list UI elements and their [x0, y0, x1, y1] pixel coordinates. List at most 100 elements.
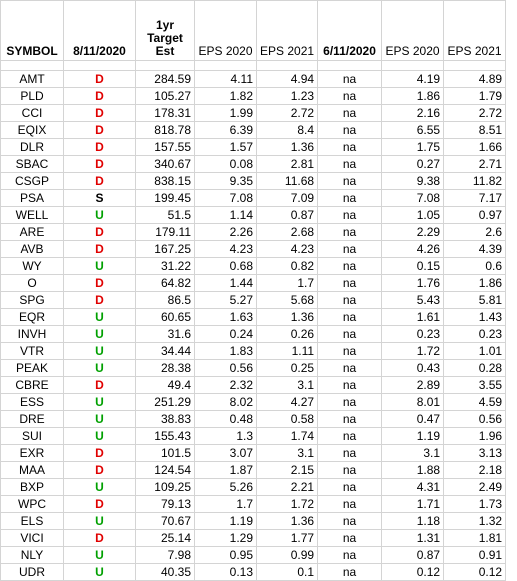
eps-2021-prior-cell[interactable]: 0.97 — [443, 206, 507, 224]
eps-2020-cell[interactable]: 1.19 — [194, 512, 257, 530]
symbol-cell[interactable]: VTR — [0, 342, 64, 360]
symbol-cell[interactable]: WY — [0, 257, 64, 275]
eps-2020-cell[interactable]: 4.23 — [194, 240, 257, 258]
status-cell[interactable]: na — [317, 495, 383, 513]
eps-2021-prior-cell[interactable]: 0.56 — [443, 410, 507, 428]
status-cell[interactable]: na — [317, 308, 383, 326]
empty-cell[interactable] — [443, 60, 507, 71]
eps-2021-prior-cell[interactable]: 1.96 — [443, 427, 507, 445]
eps-2020-prior-cell[interactable]: 1.88 — [381, 461, 445, 479]
target-cell[interactable]: 28.38 — [135, 359, 195, 377]
signal-cell[interactable]: U — [63, 325, 136, 343]
eps-2021-prior-cell[interactable]: 1.43 — [443, 308, 507, 326]
target-cell[interactable]: 178.31 — [135, 104, 195, 122]
target-cell[interactable]: 34.44 — [135, 342, 195, 360]
target-cell[interactable]: 155.43 — [135, 427, 195, 445]
status-cell[interactable]: na — [317, 87, 383, 105]
status-cell[interactable]: na — [317, 529, 383, 547]
target-cell[interactable]: 251.29 — [135, 393, 195, 411]
eps-2020-cell[interactable]: 1.57 — [194, 138, 257, 156]
symbol-cell[interactable]: MAA — [0, 461, 64, 479]
eps-2020-cell[interactable]: 0.08 — [194, 155, 257, 173]
signal-cell[interactable]: D — [63, 121, 136, 139]
eps-2021-prior-cell[interactable]: 5.81 — [443, 291, 507, 309]
eps-2021-prior-cell[interactable]: 0.23 — [443, 325, 507, 343]
eps-2020-cell[interactable]: 5.27 — [194, 291, 257, 309]
status-cell[interactable]: na — [317, 223, 383, 241]
status-cell[interactable]: na — [317, 563, 383, 581]
symbol-cell[interactable]: PLD — [0, 87, 64, 105]
eps-2021-cell[interactable]: 5.68 — [255, 291, 319, 309]
signal-cell[interactable]: D — [63, 138, 136, 156]
eps-2021-cell[interactable]: 1.36 — [255, 512, 319, 530]
eps-2020-cell[interactable]: 1.44 — [194, 274, 257, 292]
eps-2020-cell[interactable]: 2.26 — [194, 223, 257, 241]
status-cell[interactable]: na — [317, 257, 383, 275]
eps-2020-prior-cell[interactable]: 8.01 — [381, 393, 445, 411]
target-cell[interactable]: 101.5 — [135, 444, 195, 462]
symbol-cell[interactable]: WPC — [0, 495, 64, 513]
eps-2020-cell[interactable]: 1.99 — [194, 104, 257, 122]
eps-2021-prior-cell[interactable]: 1.81 — [443, 529, 507, 547]
eps-2020-cell[interactable]: 5.26 — [194, 478, 257, 496]
eps-2021-prior-cell[interactable]: 0.91 — [443, 546, 507, 564]
eps-2021-cell[interactable]: 0.25 — [255, 359, 319, 377]
status-cell[interactable]: na — [317, 427, 383, 445]
symbol-cell[interactable]: NLY — [0, 546, 64, 564]
eps-2020-prior-cell[interactable]: 5.43 — [381, 291, 445, 309]
eps-2020-cell[interactable]: 1.29 — [194, 529, 257, 547]
eps-2021-cell[interactable]: 1.72 — [255, 495, 319, 513]
signal-cell[interactable]: U — [63, 478, 136, 496]
status-cell[interactable]: na — [317, 138, 383, 156]
eps-2020-prior-cell[interactable]: 6.55 — [381, 121, 445, 139]
status-cell[interactable]: na — [317, 478, 383, 496]
target-cell[interactable]: 7.98 — [135, 546, 195, 564]
target-cell[interactable]: 157.55 — [135, 138, 195, 156]
eps-2020-prior-cell[interactable]: 1.76 — [381, 274, 445, 292]
eps-2021-prior-cell[interactable]: 1.86 — [443, 274, 507, 292]
eps-2021-prior-cell[interactable]: 8.51 — [443, 121, 507, 139]
status-cell[interactable]: na — [317, 376, 383, 394]
eps-2020-prior-cell[interactable]: 0.43 — [381, 359, 445, 377]
signal-cell[interactable]: U — [63, 563, 136, 581]
symbol-cell[interactable]: EXR — [0, 444, 64, 462]
eps-2020-cell[interactable]: 3.07 — [194, 444, 257, 462]
header-eps-2020-current[interactable]: EPS 2020 — [194, 0, 257, 61]
header-date-6-11-2020[interactable]: 6/11/2020 — [317, 0, 383, 61]
signal-cell[interactable]: U — [63, 512, 136, 530]
status-cell[interactable]: na — [317, 291, 383, 309]
eps-2020-cell[interactable]: 6.39 — [194, 121, 257, 139]
header-eps-2021-current[interactable]: EPS 2021 — [255, 0, 319, 61]
symbol-cell[interactable]: ARE — [0, 223, 64, 241]
eps-2020-prior-cell[interactable]: 4.19 — [381, 70, 445, 88]
empty-cell[interactable] — [194, 60, 257, 71]
eps-2021-cell[interactable]: 2.72 — [255, 104, 319, 122]
target-cell[interactable]: 105.27 — [135, 87, 195, 105]
signal-cell[interactable]: U — [63, 342, 136, 360]
eps-2021-cell[interactable]: 0.99 — [255, 546, 319, 564]
eps-2020-cell[interactable]: 0.95 — [194, 546, 257, 564]
header-eps-2021-prior[interactable]: EPS 2021 — [443, 0, 507, 61]
signal-cell[interactable]: U — [63, 427, 136, 445]
signal-cell[interactable]: U — [63, 359, 136, 377]
target-cell[interactable]: 818.78 — [135, 121, 195, 139]
eps-2020-prior-cell[interactable]: 1.86 — [381, 87, 445, 105]
eps-2021-prior-cell[interactable]: 4.39 — [443, 240, 507, 258]
eps-2021-cell[interactable]: 1.23 — [255, 87, 319, 105]
eps-2021-cell[interactable]: 0.58 — [255, 410, 319, 428]
status-cell[interactable]: na — [317, 359, 383, 377]
target-cell[interactable]: 25.14 — [135, 529, 195, 547]
eps-2021-prior-cell[interactable]: 4.59 — [443, 393, 507, 411]
eps-2020-prior-cell[interactable]: 0.47 — [381, 410, 445, 428]
signal-cell[interactable]: D — [63, 104, 136, 122]
eps-2021-prior-cell[interactable]: 7.17 — [443, 189, 507, 207]
eps-2020-cell[interactable]: 0.48 — [194, 410, 257, 428]
target-cell[interactable]: 64.82 — [135, 274, 195, 292]
target-cell[interactable]: 838.15 — [135, 172, 195, 190]
eps-2020-prior-cell[interactable]: 1.18 — [381, 512, 445, 530]
status-cell[interactable]: na — [317, 393, 383, 411]
eps-2021-prior-cell[interactable]: 0.28 — [443, 359, 507, 377]
target-cell[interactable]: 51.5 — [135, 206, 195, 224]
eps-2021-cell[interactable]: 3.1 — [255, 376, 319, 394]
eps-2020-prior-cell[interactable]: 1.72 — [381, 342, 445, 360]
